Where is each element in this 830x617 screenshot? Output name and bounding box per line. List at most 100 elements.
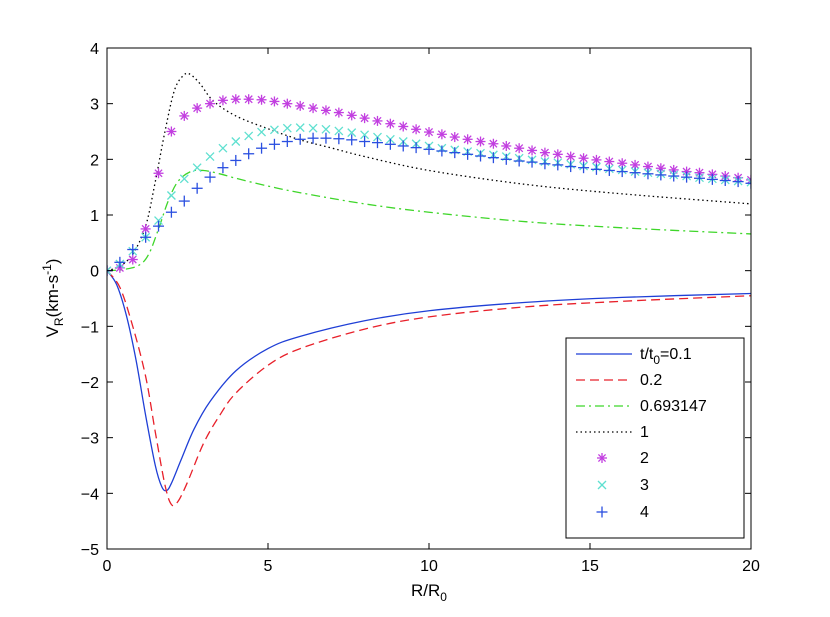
series-6-point-2 (127, 244, 139, 256)
series-5-point-9 (218, 143, 228, 153)
series-6-point-7 (191, 182, 203, 194)
series-4-point-4 (153, 168, 164, 179)
y-axis-label: VR(km-s-1) (40, 259, 66, 338)
series-4-point-28-stroke (463, 135, 472, 144)
series-4-point-50-stroke (746, 175, 751, 181)
series-4-point-22-stroke (386, 119, 395, 128)
series-4-point-16-stroke (309, 104, 318, 113)
series-5-point-14 (282, 123, 292, 133)
series-6-point-46 (693, 172, 705, 184)
series-5-point-0 (107, 266, 112, 276)
y-tick-label-7: 2 (90, 152, 99, 169)
series-4-point-13 (269, 96, 280, 107)
series-4-point-31 (501, 140, 512, 151)
series-6-point-28 (462, 148, 474, 160)
series-4-point-8 (205, 98, 216, 109)
series-4-point-38-stroke (592, 155, 601, 164)
series-5-point-19 (347, 128, 357, 138)
series-5-point-18-stroke (334, 126, 344, 136)
series-4-point-18 (333, 107, 344, 118)
series-4-point-34 (539, 147, 550, 158)
series-6-point-12 (256, 142, 268, 154)
series-4-point-39-stroke (605, 157, 614, 166)
series-4-point-26 (436, 129, 447, 140)
series-6-point-26 (436, 145, 448, 157)
series-6-point-32 (513, 155, 525, 167)
y-tick-label-8: 3 (90, 97, 99, 114)
y-tick-label-1: −4 (81, 486, 99, 503)
legend-label-5: 3 (640, 477, 649, 494)
series-5-point-12 (257, 127, 267, 137)
series-4-point-19 (346, 110, 357, 121)
series-4-point-16 (308, 103, 319, 114)
series-5-point-16 (308, 123, 318, 133)
series-5-point-10 (231, 137, 241, 146)
series-4-point-2-stroke (128, 255, 137, 264)
y-axis-label-main: V (43, 325, 62, 337)
series-6-point-40 (616, 166, 628, 178)
series-5-point-4-stroke (154, 216, 163, 226)
x-axis-label-main: R/R (411, 581, 440, 600)
series-4-point-6 (179, 110, 190, 121)
series-4-point-28 (462, 134, 473, 145)
series-5-point-0-stroke (107, 269, 112, 276)
series-4-point-17-stroke (321, 106, 331, 115)
legend-label-4: 2 (640, 450, 649, 467)
legend-label-0: t/t0=0.1 (640, 346, 692, 367)
series-5-point-13 (269, 125, 279, 135)
series-6-point-31 (500, 153, 512, 165)
y-tick-label-9: 4 (90, 41, 99, 58)
series-4-point-37 (578, 153, 589, 164)
series-4-point-32-stroke (515, 144, 524, 153)
series-5-point-50-stroke (746, 177, 751, 184)
series-4-point-5 (166, 126, 177, 137)
series-4-point-18-stroke (334, 108, 343, 117)
series-5-point-20-stroke (360, 130, 370, 140)
series-4-point-24-stroke (412, 125, 421, 134)
series-5-point-16-stroke (308, 123, 318, 133)
series-6-point-43 (655, 169, 667, 181)
series-4-point-11 (243, 94, 254, 105)
legend-sample-6 (596, 506, 608, 518)
series-4-point-10-stroke (231, 95, 240, 104)
series-6-point-33 (526, 156, 538, 168)
series-6-point-20 (359, 136, 371, 148)
series-5-point-50 (746, 177, 751, 187)
series-6-point-15 (294, 133, 306, 145)
series-4-point-50-stroke (746, 179, 751, 184)
series-6-point-47 (706, 173, 718, 185)
legend-box (565, 337, 745, 539)
series-6-point-10 (230, 154, 242, 166)
series-4-point-35 (552, 149, 563, 160)
series-6-point-35 (552, 159, 564, 171)
series-6-point-37 (578, 162, 590, 174)
legend-label-0-prefix: t/t (640, 346, 654, 363)
series-4-point-7 (192, 103, 203, 114)
series-6-point-17 (320, 132, 332, 144)
series-4-point-9-stroke (218, 96, 227, 105)
y-tick-label-3: −2 (81, 375, 99, 392)
series-5-point-7 (192, 163, 202, 173)
series-5-point-13-stroke (269, 125, 279, 135)
series-4-point-21 (372, 115, 383, 126)
series-4-point-23 (398, 121, 409, 132)
series-6-point-45 (681, 171, 693, 183)
series-5-point-5-stroke (166, 191, 176, 200)
series-6-point-1 (114, 256, 126, 268)
x-axis-label: R/R0 (411, 581, 447, 604)
series-6-point-19 (346, 134, 358, 146)
series-6-point-22 (384, 138, 396, 150)
legend-label-3: 1 (640, 424, 649, 441)
series-5-point-21-stroke (373, 132, 382, 142)
series-4-point-37-stroke (579, 154, 588, 163)
series-4-point-29 (475, 136, 486, 147)
series-4-point-40-stroke (618, 159, 627, 168)
series-4-point-31-stroke (502, 141, 511, 151)
series-4-point-22 (385, 118, 396, 129)
series-5-point-15-stroke (295, 123, 305, 133)
series-4-point-4-stroke (154, 169, 163, 178)
series-6-point-41 (629, 167, 641, 179)
series-4-point-12-stroke (257, 95, 266, 104)
series-4-point-7-stroke (193, 104, 202, 113)
